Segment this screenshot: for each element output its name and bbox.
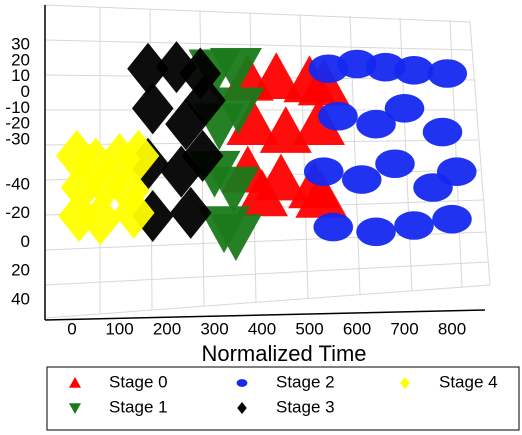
data-point [427, 59, 468, 88]
data-point [79, 193, 122, 246]
x-tick-label: 500 [295, 319, 323, 338]
data-point [313, 212, 354, 242]
x-tick-label: 400 [248, 319, 276, 338]
z-tick-label: -30 [5, 129, 30, 148]
x-tick-label: 800 [438, 319, 466, 338]
data-point [394, 211, 434, 240]
data-point [293, 98, 345, 145]
data-point [432, 204, 472, 234]
data-point [318, 101, 358, 131]
y-tick-label: 40 [11, 289, 30, 308]
x-axis-label: Normalized Time [201, 341, 366, 366]
data-point [250, 52, 303, 100]
data-point [236, 169, 288, 217]
data-point [112, 186, 155, 239]
data-point [169, 186, 212, 239]
data-point [209, 214, 262, 261]
data-point [209, 47, 262, 95]
data-point [436, 157, 477, 186]
data-point [384, 94, 425, 123]
legend-label: Stage 1 [109, 397, 168, 416]
data-point [295, 171, 348, 218]
data-point [184, 74, 226, 127]
z-tick-label: 30 [11, 34, 30, 53]
legend-label: Stage 3 [276, 397, 335, 416]
legend-label: Stage 2 [276, 372, 335, 391]
data-point [127, 42, 169, 95]
legend [46, 366, 520, 431]
y-tick-label: -20 [5, 203, 30, 222]
legend-label: Stage 4 [439, 372, 498, 391]
z-tick-label: 10 [11, 66, 30, 85]
data-point [226, 98, 279, 145]
legend-marker [236, 379, 248, 387]
data-point [212, 87, 265, 135]
x-tick-label: 600 [343, 319, 371, 338]
data-point [341, 165, 382, 194]
data-point [207, 166, 260, 214]
z-tick-label: -10 [5, 98, 30, 117]
x-tick-label: 200 [153, 319, 181, 338]
y-tick-label: 0 [21, 232, 30, 251]
data-point [422, 117, 463, 147]
data-point [356, 109, 396, 139]
z-tick-label: 20 [11, 50, 30, 69]
z-tick-label: -20 [5, 114, 30, 133]
x-tick-label: 700 [390, 319, 418, 338]
y-tick-label: 20 [11, 261, 30, 280]
data-point [375, 149, 415, 179]
data-point [181, 129, 224, 182]
legend-marker [237, 402, 247, 414]
x-axis [44, 309, 486, 321]
z-tick-label: 0 [21, 82, 30, 101]
legend-marker [69, 377, 81, 388]
y-tick-label: -40 [5, 174, 30, 193]
legend-marker [400, 377, 410, 389]
x-tick-label: 300 [200, 319, 228, 338]
data-point [60, 161, 103, 214]
legend-label: Stage 0 [109, 372, 168, 391]
legend-marker [69, 403, 81, 414]
data-point [303, 157, 344, 186]
data-point [131, 82, 174, 135]
data-point [356, 217, 396, 247]
data-point [394, 56, 434, 85]
x-tick-label: 100 [105, 319, 133, 338]
x-tick-label: 0 [67, 319, 76, 338]
